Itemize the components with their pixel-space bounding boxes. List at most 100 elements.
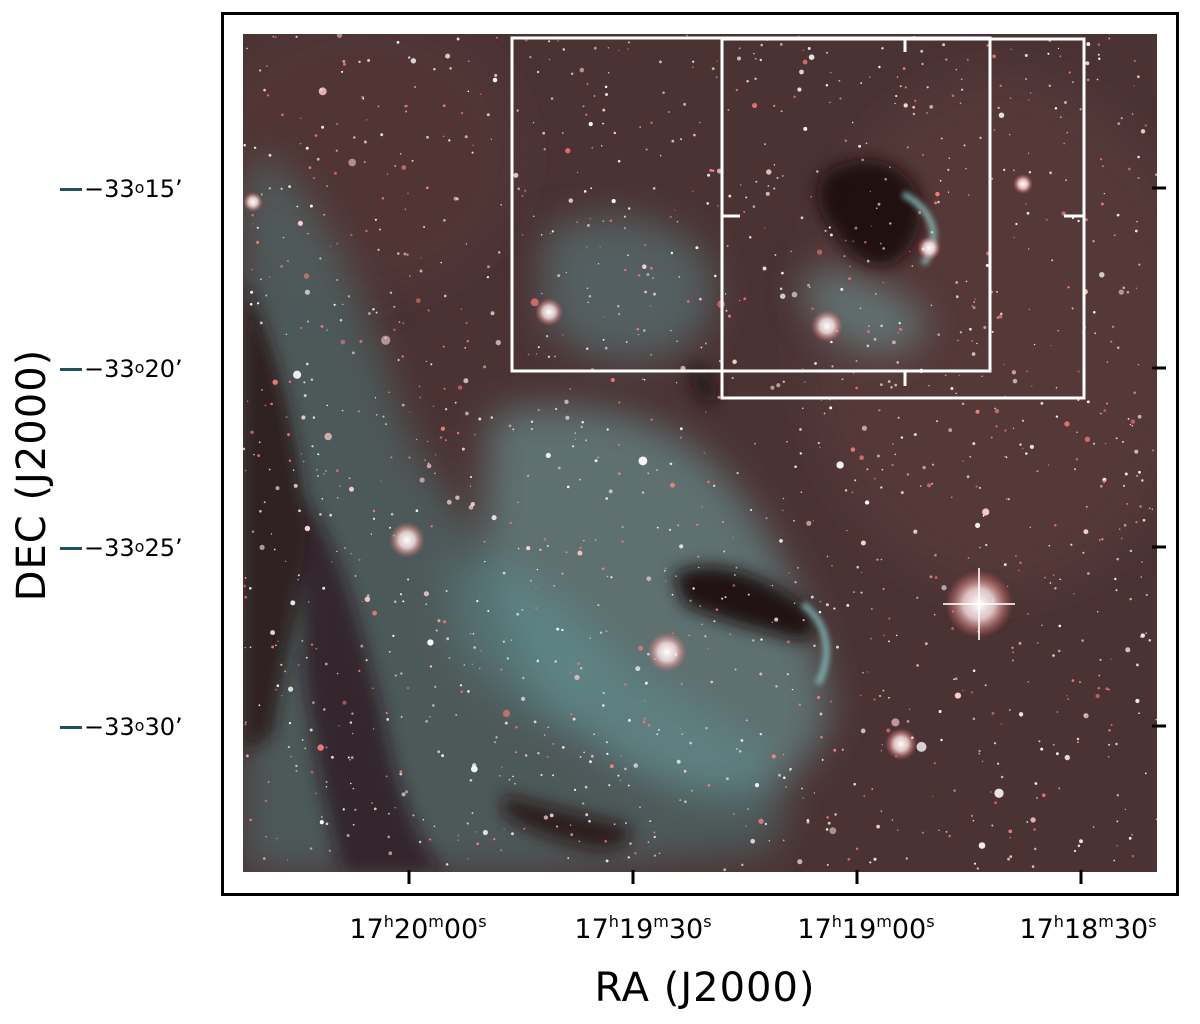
- star: [443, 218, 446, 222]
- star: [643, 700, 646, 702]
- star: [385, 423, 387, 425]
- star: [922, 154, 924, 156]
- star: [375, 414, 378, 416]
- star: [565, 148, 571, 154]
- star: [1050, 344, 1052, 347]
- star: [684, 800, 687, 803]
- star: [521, 194, 524, 197]
- star: [415, 438, 418, 441]
- star: [564, 399, 569, 404]
- star: [386, 173, 389, 175]
- star: [1117, 122, 1121, 126]
- star: [606, 428, 609, 431]
- star: [770, 385, 775, 390]
- star: [1013, 236, 1015, 239]
- star: [1077, 219, 1080, 223]
- star: [866, 259, 870, 263]
- star: [948, 428, 953, 433]
- star: [512, 428, 515, 431]
- star: [662, 91, 665, 94]
- star: [285, 333, 288, 336]
- star: [899, 327, 903, 331]
- star: [991, 177, 994, 180]
- star: [707, 648, 709, 650]
- star: [1100, 202, 1104, 206]
- star: [908, 708, 911, 710]
- star: [621, 525, 624, 529]
- star: [1116, 794, 1119, 797]
- star: [864, 241, 867, 244]
- star: [859, 455, 864, 461]
- star: [817, 696, 820, 699]
- star: [602, 338, 605, 341]
- star: [653, 835, 656, 839]
- star: [333, 171, 337, 175]
- star: [316, 469, 318, 471]
- star: [983, 326, 987, 329]
- star: [994, 788, 1004, 798]
- star: [799, 428, 802, 431]
- star: [897, 416, 900, 419]
- star: [768, 839, 771, 842]
- star: [846, 603, 850, 607]
- star: [1038, 740, 1041, 743]
- star: [679, 427, 683, 431]
- star: [547, 355, 551, 358]
- star: [802, 797, 804, 799]
- star: [324, 662, 328, 666]
- star: [301, 415, 306, 420]
- star: [1026, 211, 1030, 215]
- star: [957, 339, 959, 342]
- star: [517, 187, 520, 191]
- star: [873, 337, 877, 341]
- star: [961, 402, 965, 406]
- star: [540, 773, 543, 777]
- star: [375, 311, 378, 314]
- star: [1131, 425, 1134, 427]
- star: [752, 205, 756, 208]
- star: [277, 640, 279, 642]
- star: [743, 210, 746, 213]
- star: [782, 380, 785, 383]
- star: [1052, 574, 1055, 576]
- star: [320, 324, 324, 328]
- star: [329, 513, 333, 517]
- star: [679, 727, 681, 729]
- star: [883, 634, 885, 637]
- star: [1055, 387, 1058, 389]
- star: [1118, 289, 1124, 295]
- star: [303, 273, 310, 279]
- star: [585, 439, 588, 442]
- star: [717, 204, 719, 207]
- star: [945, 58, 948, 61]
- star: [1108, 729, 1111, 732]
- star: [766, 169, 772, 175]
- star: [293, 483, 298, 488]
- star: [936, 420, 938, 422]
- star: [288, 380, 292, 383]
- star: [816, 249, 823, 255]
- star: [798, 703, 802, 706]
- star: [1033, 828, 1036, 831]
- star: [948, 834, 951, 838]
- star: [819, 712, 823, 716]
- star: [600, 145, 603, 147]
- star: [282, 236, 285, 239]
- star: [357, 410, 360, 413]
- tick-dash: [60, 546, 82, 550]
- star: [487, 265, 490, 269]
- star: [405, 110, 408, 113]
- star: [578, 840, 581, 843]
- star: [868, 325, 870, 327]
- star: [753, 52, 755, 55]
- star: [275, 486, 280, 491]
- star: [972, 442, 976, 446]
- star: [584, 785, 588, 789]
- star: [367, 58, 371, 62]
- star: [276, 684, 280, 687]
- star: [738, 299, 741, 302]
- star: [457, 834, 460, 837]
- star: [342, 700, 347, 705]
- star: [674, 209, 676, 211]
- star: [1102, 480, 1106, 483]
